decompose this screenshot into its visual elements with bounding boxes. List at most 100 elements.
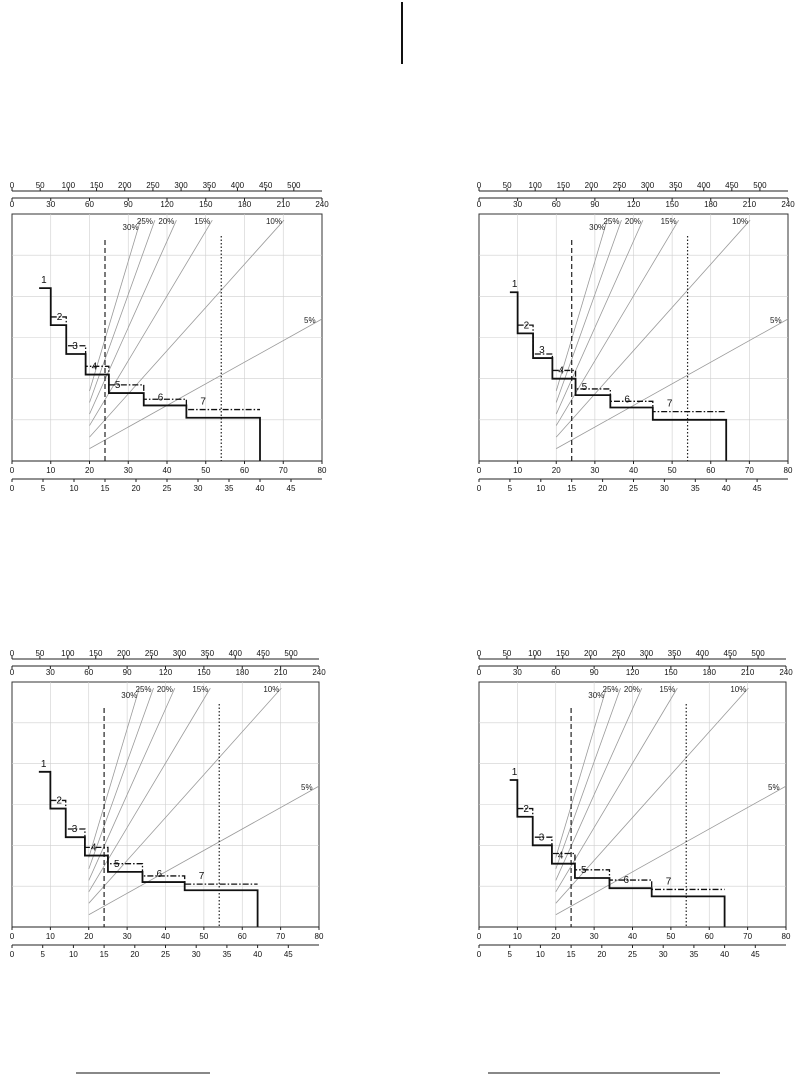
gear-label: 5 bbox=[581, 865, 587, 876]
gear-label: 6 bbox=[624, 394, 630, 405]
tick-label: 40 bbox=[163, 466, 172, 475]
tick-label: 30 bbox=[194, 484, 203, 493]
gradient-label: 30% bbox=[588, 691, 604, 700]
gradient-line bbox=[89, 220, 177, 415]
tick-label: 20 bbox=[598, 484, 607, 493]
gradient-line bbox=[89, 220, 156, 403]
tick-label: 30 bbox=[660, 484, 669, 493]
gradient-label: 30% bbox=[123, 223, 139, 232]
tick-label: 60 bbox=[85, 200, 94, 209]
tick-label: 250 bbox=[612, 649, 626, 658]
tick-label: 25 bbox=[161, 950, 170, 959]
tick-label: 40 bbox=[629, 466, 638, 475]
gradient-label: 25% bbox=[603, 685, 619, 694]
tick-label: 150 bbox=[89, 649, 103, 658]
bottom-scale-1: 0 10 20 30 40 50 60 70 80 bbox=[10, 460, 327, 475]
gradient-line bbox=[555, 220, 644, 415]
tick-label: 45 bbox=[751, 950, 760, 959]
tick-label: 40 bbox=[161, 932, 170, 941]
tick-label: 450 bbox=[725, 181, 739, 190]
gradient-label: 20% bbox=[158, 217, 174, 226]
tick-label: 60 bbox=[706, 466, 715, 475]
tick-label: 240 bbox=[315, 200, 329, 209]
bottom-scale-1: 0 10 20 30 40 50 60 70 80 bbox=[10, 926, 324, 941]
top-scale-1: 0 50 100 150 200 250 300 350 400 450 500 bbox=[477, 649, 786, 660]
tick-label: 450 bbox=[724, 649, 738, 658]
tick-label: 45 bbox=[287, 484, 296, 493]
tick-label: 350 bbox=[201, 649, 215, 658]
tick-label: 40 bbox=[253, 950, 262, 959]
tick-label: 0 bbox=[10, 181, 15, 190]
tick-label: 120 bbox=[626, 668, 640, 677]
gradient-line bbox=[555, 785, 787, 916]
tick-label: 40 bbox=[256, 484, 265, 493]
gradient-label: 25% bbox=[603, 217, 619, 226]
gear-label: 1 bbox=[41, 275, 47, 286]
gradient-line bbox=[89, 220, 141, 392]
gradient-line bbox=[555, 688, 607, 858]
gradient-line bbox=[88, 687, 176, 881]
bottom-scale-2: 0 5 10 15 20 25 30 35 40 45 bbox=[10, 944, 319, 959]
gear-label: 4 bbox=[558, 366, 564, 377]
tick-label: 30 bbox=[659, 950, 668, 959]
tick-label: 400 bbox=[696, 649, 710, 658]
tick-label: 210 bbox=[743, 200, 757, 209]
bottom-scale-1: 0 10 20 30 40 50 60 70 80 bbox=[477, 460, 793, 475]
tick-label: 15 bbox=[100, 950, 109, 959]
gear-label: 1 bbox=[512, 767, 518, 778]
tick-label: 25 bbox=[629, 484, 638, 493]
gear-label: 5 bbox=[582, 382, 588, 393]
top-scale-1: 0 50 100 150 200 250 300 350 400 450 500 bbox=[10, 181, 322, 192]
tick-label: 150 bbox=[664, 668, 678, 677]
dashdot-step-series bbox=[517, 807, 725, 891]
tick-label: 400 bbox=[697, 181, 711, 190]
tick-label: 180 bbox=[703, 668, 717, 677]
gradient-label: 5% bbox=[770, 316, 782, 325]
tick-label: 70 bbox=[279, 466, 288, 475]
gear-label: 1 bbox=[512, 279, 518, 290]
tick-label: 20 bbox=[551, 932, 560, 941]
tick-label: 5 bbox=[507, 950, 512, 959]
tick-label: 210 bbox=[274, 668, 288, 677]
tick-label: 50 bbox=[36, 181, 45, 190]
gear-label: 3 bbox=[539, 345, 545, 356]
tick-label: 70 bbox=[743, 932, 752, 941]
gradient-label: 25% bbox=[137, 217, 153, 226]
tick-label: 10 bbox=[536, 950, 545, 959]
tick-label: 250 bbox=[613, 181, 627, 190]
tick-label: 45 bbox=[753, 484, 762, 493]
tick-label: 40 bbox=[720, 950, 729, 959]
tick-label: 0 bbox=[477, 181, 482, 190]
tick-label: 0 bbox=[10, 200, 15, 209]
top-scale-2: 0 30 60 90 120 150 180 210 240 bbox=[477, 665, 793, 677]
gradient-line bbox=[88, 687, 154, 870]
tick-label: 0 bbox=[10, 668, 15, 677]
tick-label: 180 bbox=[238, 200, 252, 209]
tick-label: 250 bbox=[145, 649, 159, 658]
solid-step-series bbox=[38, 770, 259, 927]
tick-label: 60 bbox=[551, 668, 560, 677]
tick-label: 200 bbox=[117, 649, 131, 658]
tick-label: 450 bbox=[257, 649, 271, 658]
tick-label: 500 bbox=[287, 181, 301, 190]
tick-label: 50 bbox=[35, 649, 44, 658]
tick-label: 200 bbox=[118, 181, 132, 190]
gradient-label: 10% bbox=[732, 217, 748, 226]
tick-label: 70 bbox=[745, 466, 754, 475]
gradient-line bbox=[555, 687, 621, 870]
tick-label: 50 bbox=[668, 466, 677, 475]
gradient-lines: 30%25% 20% 15% 10% 5% bbox=[555, 685, 787, 916]
tick-label: 60 bbox=[84, 668, 93, 677]
gradient-label: 30% bbox=[589, 223, 605, 232]
tick-label: 30 bbox=[124, 466, 133, 475]
tick-label: 60 bbox=[240, 466, 249, 475]
tick-label: 120 bbox=[627, 200, 641, 209]
tick-label: 10 bbox=[69, 950, 78, 959]
tick-label: 500 bbox=[753, 181, 767, 190]
tick-label: 150 bbox=[197, 668, 211, 677]
